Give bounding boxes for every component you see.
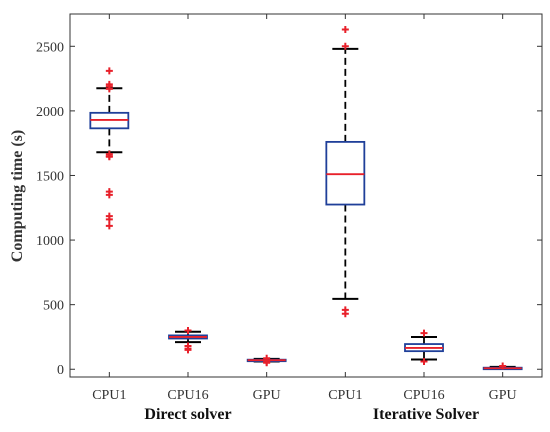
outlier-point xyxy=(420,329,428,337)
box-cpu1-iterative xyxy=(325,26,366,318)
box-cpu1-direct xyxy=(89,67,130,230)
outlier-point xyxy=(499,362,507,370)
x-tick-label: CPU16 xyxy=(403,388,444,403)
outlier-point xyxy=(105,85,113,93)
box-gpu-iterative xyxy=(482,362,523,371)
outlier-point xyxy=(184,326,192,334)
outlier-point xyxy=(105,222,113,230)
outlier-point xyxy=(105,67,113,75)
y-tick-label: 0 xyxy=(57,363,64,378)
outlier-point xyxy=(341,26,349,34)
y-tick-label: 2000 xyxy=(36,105,64,120)
box-gpu-direct xyxy=(246,354,287,367)
y-tick-label: 2500 xyxy=(36,40,64,55)
y-tick-label: 1000 xyxy=(36,234,64,249)
outlier-point xyxy=(105,191,113,199)
outlier-point xyxy=(105,215,113,223)
y-axis: 0 500 1000 1500 2000 2500 xyxy=(36,40,542,378)
group-label-direct: Direct solver xyxy=(144,406,231,423)
x-tick-label: GPU xyxy=(253,388,281,403)
x-tick-label: CPU1 xyxy=(92,388,126,403)
outlier-point xyxy=(341,42,349,50)
x-tick-label: CPU16 xyxy=(167,388,208,403)
x-axis: CPU1 CPU16 GPU CPU1 CPU16 GPU xyxy=(92,14,517,403)
x-tick-label: GPU xyxy=(489,388,517,403)
y-axis-label: Computing time (s) xyxy=(9,130,26,262)
y-tick-label: 500 xyxy=(43,299,64,314)
plot-area xyxy=(69,13,543,378)
y-tick-label: 1500 xyxy=(36,169,64,184)
boxes-layer xyxy=(89,26,523,371)
group-label-iterative: Iterative Solver xyxy=(373,406,479,423)
outlier-point xyxy=(341,310,349,318)
box-cpu16-iterative xyxy=(404,329,444,365)
outlier-point xyxy=(184,346,192,354)
box-iqr xyxy=(325,140,366,206)
outlier-point xyxy=(105,153,113,161)
box-cpu16-direct xyxy=(168,326,208,354)
outlier-point xyxy=(263,359,271,367)
x-tick-label: CPU1 xyxy=(328,388,362,403)
outlier-point xyxy=(420,357,428,365)
